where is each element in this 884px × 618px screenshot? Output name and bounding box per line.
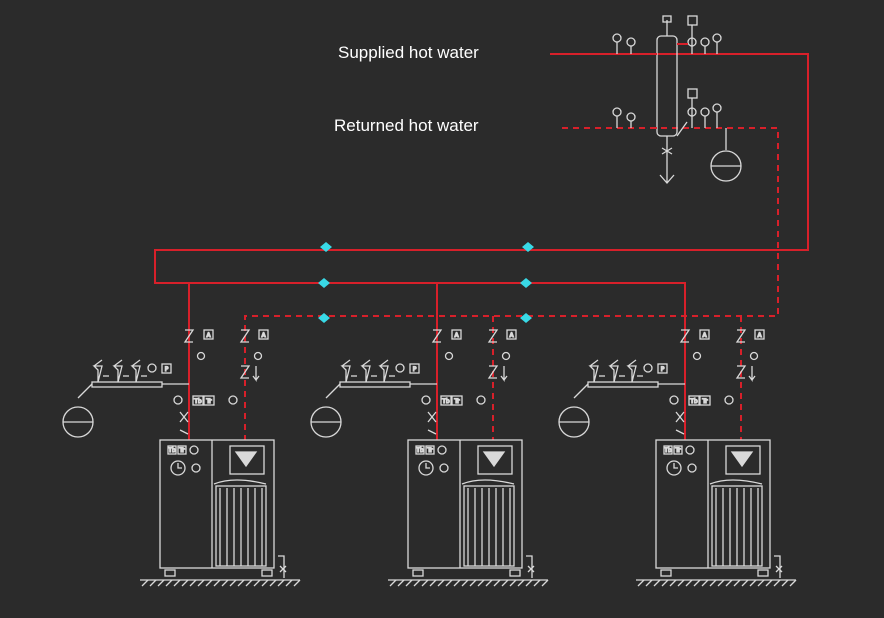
gauge-label: Tr [701, 398, 708, 405]
gauge-label: P [165, 366, 169, 373]
gauge-label: Tr [453, 398, 460, 405]
gauge-label: Tr [205, 398, 212, 405]
panel-label: Tr [426, 447, 433, 454]
boiler-body [655, 439, 771, 569]
check-valve-icon [487, 329, 499, 343]
gauge-label: A [206, 332, 211, 339]
supplied-hot-water-label: Supplied hot water [338, 43, 479, 62]
pump-icon [487, 365, 508, 382]
gauge-label: A [454, 332, 459, 339]
gauge-label: P [413, 366, 417, 373]
gauge-label: Tb [193, 398, 202, 405]
panel-label: Tb [167, 447, 176, 454]
panel-label: Tr [178, 447, 185, 454]
clock-icon [418, 460, 434, 476]
flow-arrow-icon [520, 278, 532, 288]
flow-arrow-icon [318, 278, 330, 288]
gauge-label: Tb [441, 398, 450, 405]
fan-icon [234, 451, 258, 468]
safety-manifold [587, 381, 659, 388]
check-valve-icon [679, 329, 691, 343]
gauge-label: A [757, 332, 762, 339]
safety-manifold [339, 381, 411, 388]
panel-label: Tb [663, 447, 672, 454]
flow-arrow-icon [522, 242, 534, 252]
gauge-label: A [261, 332, 266, 339]
flow-arrow-icon [520, 313, 532, 323]
pump-icon [735, 365, 756, 382]
check-valve-icon [239, 329, 251, 343]
supply-piping [154, 53, 809, 440]
expansion-vessel-main [710, 128, 742, 182]
panel-label: Tr [674, 447, 681, 454]
flow-arrow-icon [318, 313, 330, 323]
safety-manifold [91, 381, 163, 388]
check-valve-icon [431, 329, 443, 343]
gauge-label: Tb [689, 398, 698, 405]
boiler-body [407, 439, 523, 569]
flow-arrow-icon [320, 242, 332, 252]
returned-hot-water-label: Returned hot water [334, 116, 479, 135]
return-piping [244, 127, 779, 440]
panel-label: Tb [415, 447, 424, 454]
gauge-label: A [702, 332, 707, 339]
hydraulic-separator [612, 15, 722, 184]
fan-icon [730, 451, 754, 468]
clock-icon [666, 460, 682, 476]
pump-icon [239, 365, 260, 382]
flow-arrows [318, 242, 534, 323]
gauge-label: P [661, 366, 665, 373]
check-valve-icon [735, 329, 747, 343]
boiler-body [159, 439, 275, 569]
fan-icon [482, 451, 506, 468]
gauge-label: A [509, 332, 514, 339]
check-valve-icon [183, 329, 195, 343]
clock-icon [170, 460, 186, 476]
